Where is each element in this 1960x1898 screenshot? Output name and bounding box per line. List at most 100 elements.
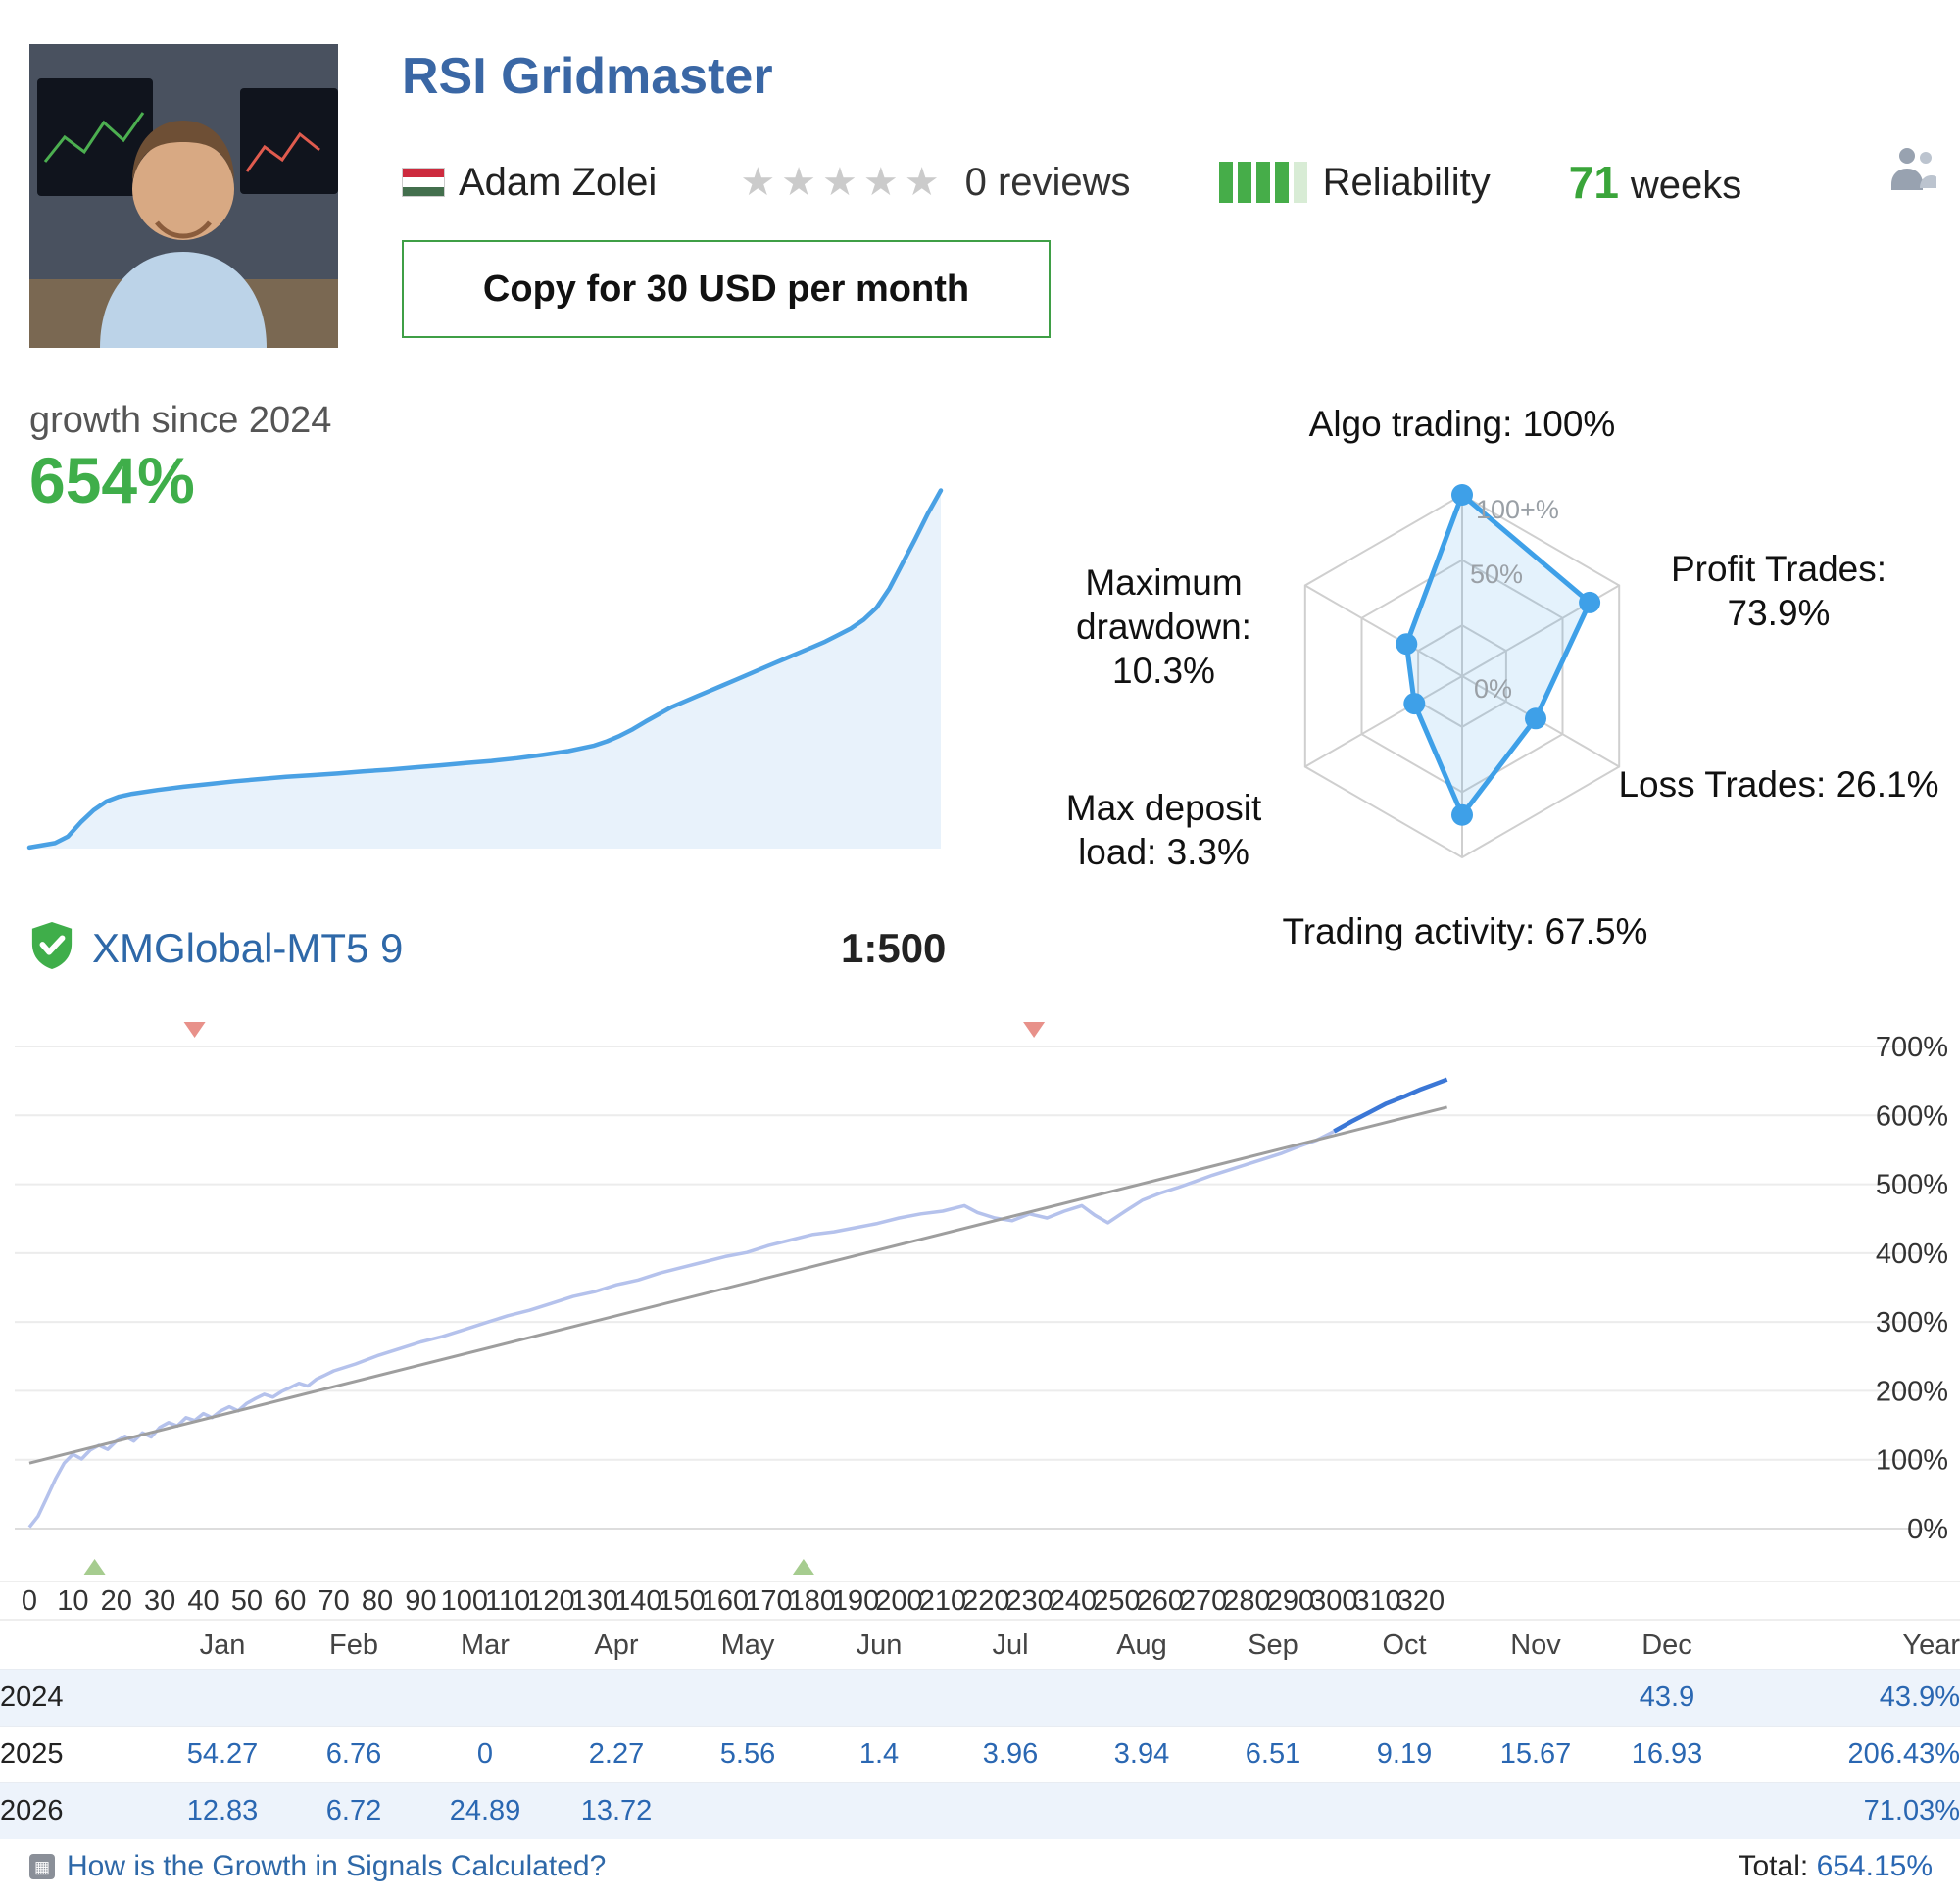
month-value — [682, 1668, 813, 1726]
svg-text:150: 150 — [658, 1585, 705, 1617]
svg-text:110: 110 — [485, 1585, 530, 1617]
month-header: Mar — [461, 1630, 510, 1662]
table-header-row: Jan Feb Mar Apr May Jun Jul Aug Sep Oct Nov Dec Year — [0, 1624, 1960, 1669]
month-value: 13.72 — [551, 1781, 682, 1839]
radar-label-profit-trades: Profit Trades: 73.9% — [1670, 549, 1887, 634]
month-header: Apr — [594, 1630, 639, 1662]
month-value — [1470, 1781, 1601, 1839]
month-value — [682, 1781, 813, 1839]
year-total: 71.03% — [1733, 1781, 1960, 1839]
signal-meta-row: Adam Zolei ★★★★★ 0 reviews Reliability 7… — [402, 155, 1741, 210]
svg-text:40: 40 — [187, 1585, 219, 1617]
month-value: 6.51 — [1207, 1725, 1339, 1782]
growth-history-chart: 0% 100% 200% 300% 400% 500% 600% 700% 0 10 20 30 40 5… — [0, 1022, 1960, 1621]
svg-text:250: 250 — [1093, 1585, 1140, 1617]
month-value — [1339, 1668, 1470, 1726]
radar-label-trading-activity: Trading activity: 67.5% — [1282, 911, 1648, 951]
month-value: 5.56 — [682, 1725, 813, 1782]
month-value: 15.67 — [1470, 1725, 1601, 1782]
month-header: Aug — [1116, 1630, 1167, 1662]
month-value: 9.19 — [1339, 1725, 1470, 1782]
svg-text:100+%: 100+% — [1476, 495, 1559, 524]
svg-text:400%: 400% — [1876, 1239, 1948, 1270]
star-icon: ★ — [822, 161, 863, 204]
broker-account-link[interactable]: XMGlobal-MT5 9 — [92, 924, 404, 971]
total-label: Total: — [1738, 1850, 1809, 1882]
svg-text:290: 290 — [1267, 1585, 1314, 1617]
reliability-bar — [1218, 162, 1233, 203]
star-icon: ★ — [862, 161, 905, 204]
growth-period-label: growth since 2024 — [29, 400, 332, 441]
star-icon: ★ — [904, 161, 946, 204]
month-value: 24.89 — [419, 1781, 551, 1839]
month-value: 6.72 — [288, 1781, 419, 1839]
month-value — [1207, 1781, 1339, 1839]
month-value: 16.93 — [1601, 1725, 1733, 1782]
month-value: 12.83 — [157, 1781, 288, 1839]
trader-avatar — [29, 44, 338, 348]
month-header: Sep — [1248, 1630, 1298, 1662]
svg-text:10: 10 — [57, 1585, 88, 1617]
svg-text:120: 120 — [527, 1585, 574, 1617]
svg-text:30: 30 — [144, 1585, 175, 1617]
svg-text:320: 320 — [1397, 1585, 1445, 1617]
svg-text:230: 230 — [1005, 1585, 1053, 1617]
month-value: 54.27 — [157, 1725, 288, 1782]
table-row: 2026 12.83 6.72 24.89 13.72 71.03% — [0, 1781, 1960, 1839]
weeks-value: 71 — [1568, 157, 1619, 208]
reliability-bar — [1255, 162, 1270, 203]
month-header: Jul — [992, 1630, 1029, 1662]
month-value — [813, 1781, 945, 1839]
svg-text:80: 80 — [362, 1585, 393, 1617]
broker-row: XMGlobal-MT5 9 — [29, 921, 403, 975]
copy-signal-button[interactable]: Copy for 30 USD per month — [402, 240, 1051, 338]
svg-text:270: 270 — [1180, 1585, 1227, 1617]
growth-help-text[interactable]: How is the Growth in Signals Calculated? — [67, 1850, 607, 1882]
radar-label-algo-trading: Algo trading: 100% — [1308, 404, 1616, 444]
month-value: 0 — [419, 1725, 551, 1782]
info-icon: ▦ — [29, 1854, 55, 1879]
svg-text:700%: 700% — [1876, 1032, 1948, 1063]
year-total: 43.9% — [1733, 1668, 1960, 1726]
reliability-bar — [1237, 162, 1251, 203]
month-header: Dec — [1642, 1630, 1692, 1662]
reviews-count[interactable]: 0 reviews — [964, 160, 1131, 204]
svg-text:190: 190 — [832, 1585, 879, 1617]
month-value: 3.94 — [1076, 1725, 1207, 1782]
monthly-growth-table: Jan Feb Mar Apr May Jun Jul Aug Sep Oct Nov Dec Year… — [0, 1624, 1960, 1839]
row-year-label: 2026 — [0, 1781, 157, 1839]
month-value — [157, 1668, 288, 1726]
month-value: 1.4 — [813, 1725, 945, 1782]
svg-text:210: 210 — [919, 1585, 966, 1617]
svg-text:50%: 50% — [1470, 560, 1523, 589]
month-value — [1076, 1668, 1207, 1726]
reliability-bars — [1218, 162, 1307, 203]
month-value — [813, 1668, 945, 1726]
subscribers-icon[interactable] — [1889, 143, 1936, 196]
month-value — [551, 1668, 682, 1726]
row-year-label: 2025 — [0, 1725, 157, 1782]
svg-text:60: 60 — [274, 1585, 306, 1617]
svg-text:260: 260 — [1137, 1585, 1184, 1617]
corner-cell — [0, 1624, 157, 1669]
svg-text:200: 200 — [875, 1585, 922, 1617]
svg-text:20: 20 — [101, 1585, 132, 1617]
month-value — [419, 1668, 551, 1726]
month-header: Oct — [1382, 1630, 1427, 1662]
rating-stars[interactable]: ★★★★★ — [740, 160, 945, 205]
trader-avatar-image — [29, 44, 338, 348]
svg-text:170: 170 — [745, 1585, 792, 1617]
signal-age: 71 weeks — [1569, 156, 1742, 209]
radar-chart: 100+% 50% 0% — [1303, 484, 1621, 859]
year-total: 206.43% — [1733, 1725, 1960, 1782]
growth-value: 654% — [29, 444, 195, 516]
month-header: Jan — [199, 1630, 246, 1662]
month-value: 6.76 — [288, 1725, 419, 1782]
author-name[interactable]: Adam Zolei — [459, 160, 658, 204]
svg-text:220: 220 — [962, 1585, 1009, 1617]
month-value — [945, 1668, 1076, 1726]
growth-help-link[interactable]: ▦ How is the Growth in Signals Calculate… — [29, 1850, 606, 1883]
hungary-flag-icon — [402, 168, 445, 197]
svg-text:200%: 200% — [1876, 1376, 1948, 1407]
svg-text:600%: 600% — [1876, 1100, 1948, 1132]
